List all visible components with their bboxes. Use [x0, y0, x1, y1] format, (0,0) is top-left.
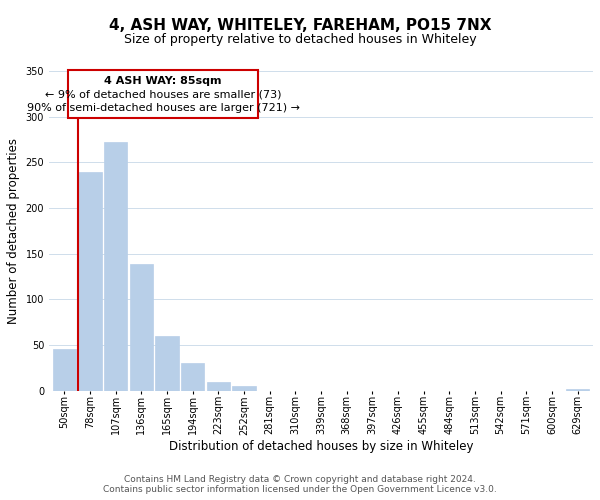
Text: 4 ASH WAY: 85sqm: 4 ASH WAY: 85sqm — [104, 76, 222, 86]
Bar — [155, 336, 179, 391]
X-axis label: Distribution of detached houses by size in Whiteley: Distribution of detached houses by size … — [169, 440, 473, 453]
Text: Contains HM Land Registry data © Crown copyright and database right 2024.: Contains HM Land Registry data © Crown c… — [124, 475, 476, 484]
Bar — [79, 172, 101, 391]
Text: 4, ASH WAY, WHITELEY, FAREHAM, PO15 7NX: 4, ASH WAY, WHITELEY, FAREHAM, PO15 7NX — [109, 18, 491, 32]
Bar — [566, 389, 589, 391]
Bar — [181, 362, 204, 391]
Bar — [207, 382, 230, 391]
Text: 90% of semi-detached houses are larger (721) →: 90% of semi-detached houses are larger (… — [26, 103, 299, 113]
Y-axis label: Number of detached properties: Number of detached properties — [7, 138, 20, 324]
Bar — [130, 264, 153, 391]
Text: Contains public sector information licensed under the Open Government Licence v3: Contains public sector information licen… — [103, 485, 497, 494]
Bar — [104, 142, 127, 391]
Bar — [232, 386, 256, 391]
Text: Size of property relative to detached houses in Whiteley: Size of property relative to detached ho… — [124, 32, 476, 46]
Bar — [53, 349, 76, 391]
Text: ← 9% of detached houses are smaller (73): ← 9% of detached houses are smaller (73) — [45, 90, 281, 100]
FancyBboxPatch shape — [68, 70, 258, 118]
